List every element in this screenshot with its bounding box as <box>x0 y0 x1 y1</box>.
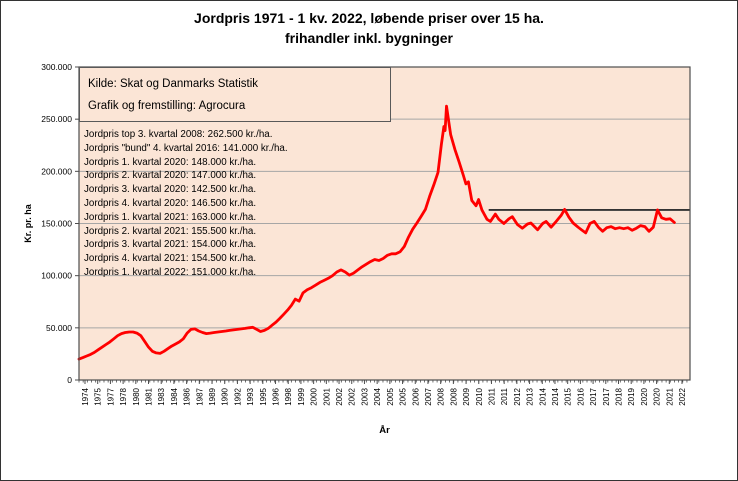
x-tick-label: 1978 <box>119 387 128 405</box>
annotation-line: Jordpris 1. kvartal 2020: 148.000 kr./ha… <box>84 156 257 168</box>
x-tick-label: 2004 <box>373 387 382 405</box>
annotation-line: Jordpris 3. kvartal 2021: 154.000 kr./ha… <box>84 239 257 251</box>
annotation-line: Jordpris 4. kvartal 2020: 146.500 kr./ha… <box>84 197 257 209</box>
source-box: Kilde: Skat og Danmarks Statistik Grafik… <box>79 67 391 122</box>
y-tick-label: 150.000 <box>41 219 72 229</box>
x-tick-label: 1977 <box>106 387 115 405</box>
x-tick-label: 1975 <box>94 387 103 405</box>
x-tick-label: 2012 <box>513 387 522 405</box>
x-tick-label: 2003 <box>360 387 369 405</box>
x-tick-label: 1980 <box>132 387 141 405</box>
x-tick-label: 2002 <box>335 387 344 405</box>
x-tick-label: 2018 <box>614 387 623 405</box>
x-tick-label: 2010 <box>475 387 484 405</box>
x-tick-label: 2017 <box>589 387 598 405</box>
x-tick-label: 1989 <box>208 387 217 405</box>
annotation-line: Jordpris 2. kvartal 2020: 147.000 kr./ha… <box>84 170 257 182</box>
chart-title-line1: Jordpris 1971 - 1 kv. 2022, løbende pris… <box>194 10 544 26</box>
annotation-line: Jordpris 1. kvartal 2022: 151.000 kr./ha… <box>84 266 257 278</box>
x-tick-label: 1986 <box>183 387 192 405</box>
x-tick-label: 2008 <box>437 387 446 405</box>
x-tick-label: 2019 <box>627 387 636 405</box>
x-tick-label: 2014 <box>551 387 560 405</box>
x-tick-label: 2013 <box>526 387 535 405</box>
x-tick-label: 1993 <box>246 387 255 405</box>
x-tick-label: 2011 <box>487 387 496 405</box>
x-tick-label: 2005 <box>399 387 408 405</box>
x-tick-label: 2007 <box>424 387 433 405</box>
chart-title: Jordpris 1971 - 1 kv. 2022, løbende pris… <box>1 8 737 48</box>
data-line-jordpris <box>77 104 676 361</box>
annotation-line: Jordpris 2. kvartal 2021: 155.500 kr./ha… <box>84 225 257 237</box>
price-annotations: Jordpris top 3. kvartal 2008: 262.500 kr… <box>84 128 344 280</box>
annotation-line: Jordpris 3. kvartal 2020: 142.500 kr./ha… <box>84 184 257 196</box>
x-tick-label: 2008 <box>449 387 458 405</box>
x-tick-label: 2021 <box>665 387 674 405</box>
x-tick-label: 1995 <box>259 387 268 405</box>
y-tick-label: 300.000 <box>41 62 72 72</box>
x-tick-label: 2001 <box>322 387 331 405</box>
x-tick-label: 1983 <box>157 387 166 405</box>
x-tick-label: 1999 <box>297 387 306 405</box>
x-tick-label: 1981 <box>145 387 154 405</box>
x-tick-label: 2014 <box>538 387 547 405</box>
y-tick-label: 0 <box>67 375 72 385</box>
x-tick-label: 2016 <box>576 387 585 405</box>
x-tick-label: 2005 <box>386 387 395 405</box>
x-tick-label: 2009 <box>462 387 471 405</box>
x-tick-label: 2002 <box>348 387 357 405</box>
annotation-line: Jordpris 4. kvartal 2021: 154.500 kr./ha… <box>84 253 257 265</box>
x-axis-title: År <box>379 425 390 436</box>
y-tick-label: 100.000 <box>41 271 72 281</box>
x-tick-label: 1998 <box>284 387 293 405</box>
y-axis-title: Kr. pr. ha <box>23 203 33 243</box>
x-tick-label: 2000 <box>310 387 319 405</box>
annotation-line: Jordpris top 3. kvartal 2008: 262.500 kr… <box>84 129 273 140</box>
source-line-grafik: Grafik og fremstilling: Agrocura <box>88 100 246 112</box>
x-tick-label: 2017 <box>602 387 611 405</box>
x-tick-label: 1974 <box>81 387 90 405</box>
x-tick-label: 1987 <box>195 387 204 405</box>
x-tick-label: 2006 <box>411 387 420 405</box>
annotation-line: Jordpris "bund" 4. kvartal 2016: 141.000… <box>84 142 288 154</box>
x-tick-label: 1996 <box>272 387 281 405</box>
x-tick-label: 2011 <box>500 387 509 405</box>
y-tick-label: 250.000 <box>41 114 72 124</box>
y-tick-label: 50.000 <box>46 323 72 333</box>
x-tick-label: 1990 <box>221 387 230 405</box>
source-line-kilde: Kilde: Skat og Danmarks Statistik <box>88 78 259 90</box>
x-tick-label: 1984 <box>170 387 179 405</box>
x-tick-label: 2015 <box>564 387 573 405</box>
x-tick-label: 2020 <box>653 387 662 405</box>
x-tick-label: 2022 <box>678 387 687 405</box>
x-tick-label: 1992 <box>233 387 242 405</box>
x-tick-label: 2020 <box>640 387 649 405</box>
annotation-line: Jordpris 1. kvartal 2021: 163.000 kr./ha… <box>84 211 257 223</box>
chart-title-line2: frihandler inkl. bygninger <box>284 30 454 46</box>
y-tick-label: 200.000 <box>41 166 72 176</box>
